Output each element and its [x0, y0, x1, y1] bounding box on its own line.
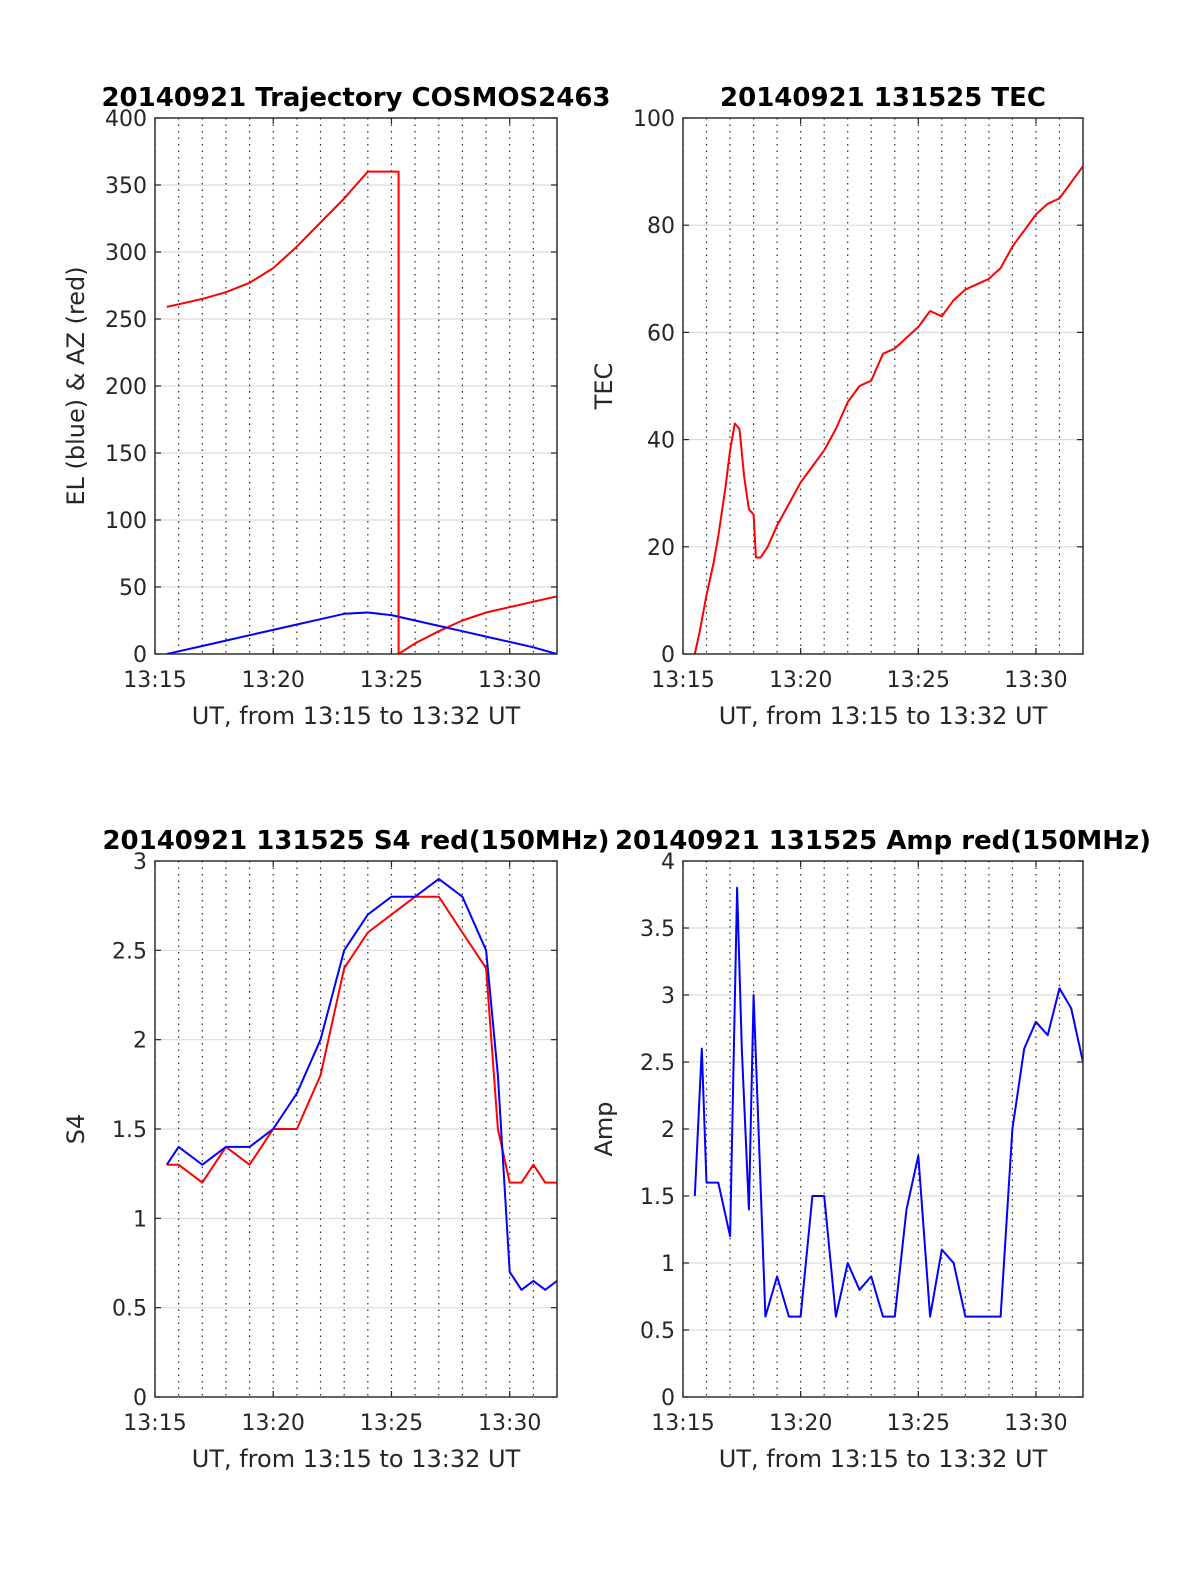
- chart-title: 20140921 Trajectory COSMOS2463: [101, 83, 610, 113]
- y-tick-label: 1.5: [640, 1185, 675, 1210]
- y-axis-label: S4: [62, 1114, 90, 1145]
- chart-title: 20140921 131525 Amp red(150MHz): [615, 826, 1151, 856]
- y-tick-label: 1.5: [112, 1118, 147, 1143]
- x-tick-label: 13:30: [478, 668, 541, 693]
- y-tick-label: 150: [105, 442, 147, 467]
- chart-tec: 0 20 40 60 80 100 13:15 13:20 13:25 13:30 20140921…: [590, 83, 1084, 730]
- y-tick-label: 350: [105, 174, 147, 199]
- series-line-blue: [166, 611, 557, 654]
- x-axis-label: UT, from 13:15 to 13:32 UT: [192, 1445, 521, 1473]
- x-tick-label: 13:25: [360, 1411, 423, 1436]
- x-tick-label: 13:30: [1004, 668, 1067, 693]
- x-tick-label: 13:15: [123, 1411, 186, 1436]
- y-tick-label: 4: [661, 850, 675, 875]
- y-tick-label: 2.5: [112, 939, 147, 964]
- y-tick-label: 100: [105, 509, 147, 534]
- y-tick-label: 50: [119, 576, 147, 601]
- y-tick-label: 40: [647, 429, 675, 454]
- x-tick-label: 13:25: [887, 1411, 950, 1436]
- x-tick-label: 13:15: [651, 1411, 714, 1436]
- y-axis-label: TEC: [590, 363, 618, 411]
- y-tick-label: 0: [661, 643, 675, 668]
- x-tick-label: 13:15: [651, 668, 714, 693]
- y-tick-label: 2: [133, 1029, 147, 1054]
- y-tick-label: 3: [661, 984, 675, 1009]
- x-tick-label: 13:15: [123, 668, 186, 693]
- y-tick-label: 0: [661, 1386, 675, 1411]
- series-line-red: [693, 165, 1083, 654]
- y-tick-label: 60: [647, 321, 675, 346]
- chart-trajectory: 0 50 100 150 200 250 300 350 400 13:15 13:20 13:25 1…: [62, 83, 611, 730]
- x-tick-label: 13:20: [242, 668, 305, 693]
- y-tick-label: 200: [105, 375, 147, 400]
- x-tick-label: 13:20: [769, 1411, 832, 1436]
- chart-s4: 0 0.5 1 1.5 2 2.5 3 13:15 13:20 13:25 13:30 2014092…: [62, 826, 610, 1473]
- x-tick-label: 13:20: [242, 1411, 305, 1436]
- x-tick-label: 13:20: [769, 668, 832, 693]
- x-axis-label: UT, from 13:15 to 13:32 UT: [192, 702, 521, 730]
- series-line-red: [166, 170, 557, 654]
- series-line-blue: [693, 886, 1083, 1318]
- x-tick-label: 13:30: [1004, 1411, 1067, 1436]
- y-tick-label: 2: [661, 1118, 675, 1143]
- plot-area: [683, 118, 1083, 654]
- y-tick-label: 1: [133, 1207, 147, 1232]
- y-tick-label: 1: [661, 1252, 675, 1277]
- y-tick-label: 2.5: [640, 1051, 675, 1076]
- y-tick-label: 0.5: [112, 1297, 147, 1322]
- x-tick-label: 13:25: [360, 668, 423, 693]
- series-line-blue: [165, 877, 557, 1291]
- x-tick-label: 13:30: [478, 1411, 541, 1436]
- y-axis-label: Amp: [590, 1101, 618, 1156]
- axes-frame: [682, 117, 1084, 655]
- x-axis-label: UT, from 13:15 to 13:32 UT: [719, 1445, 1048, 1473]
- chart-amp: 0 0.5 1 1.5 2 2.5 3 3.5 4 13:15 13:20 13:25 13:30 201…: [590, 826, 1151, 1473]
- x-axis-label: UT, from 13:15 to 13:32 UT: [719, 702, 1048, 730]
- y-tick-label: 400: [105, 107, 147, 132]
- x-tick-label: 13:25: [887, 668, 950, 693]
- series-line-red: [166, 895, 557, 1184]
- y-tick-label: 0: [133, 643, 147, 668]
- y-tick-label: 300: [105, 241, 147, 266]
- y-tick-label: 3: [133, 850, 147, 875]
- chart-title: 20140921 131525 TEC: [720, 83, 1046, 113]
- y-tick-label: 80: [647, 214, 675, 239]
- y-tick-label: 3.5: [640, 917, 675, 942]
- y-tick-label: 250: [105, 308, 147, 333]
- y-tick-label: 20: [647, 536, 675, 561]
- y-tick-label: 100: [633, 107, 675, 132]
- y-tick-label: 0.5: [640, 1319, 675, 1344]
- y-axis-label: EL (blue) & AZ (red): [62, 266, 90, 505]
- chart-title: 20140921 131525 S4 red(150MHz): [102, 826, 609, 856]
- y-tick-label: 0: [133, 1386, 147, 1411]
